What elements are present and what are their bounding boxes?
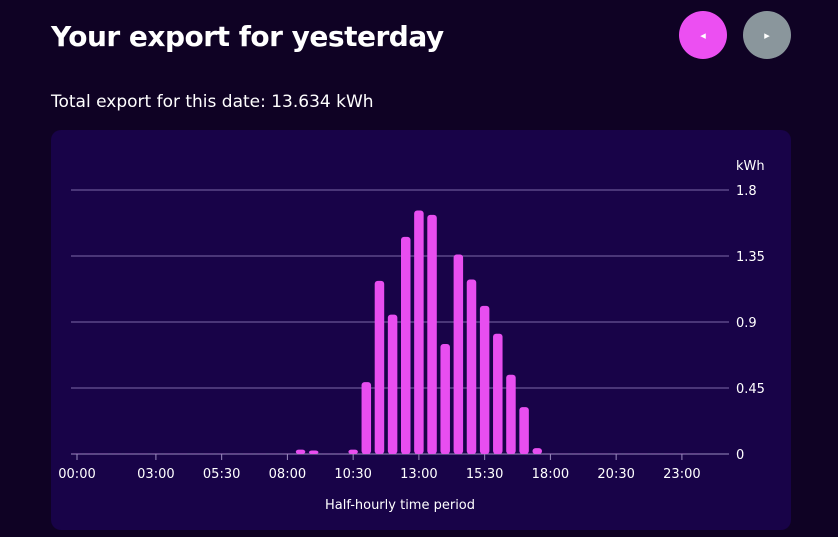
x-tick-label: 08:00 <box>269 467 306 482</box>
bar <box>466 279 477 454</box>
total-export-text: Total export for this date: 13.634 kWh <box>51 92 374 112</box>
y-axis-label: kWh <box>736 159 765 174</box>
bar <box>440 344 450 454</box>
bar <box>519 407 529 454</box>
bar <box>493 333 503 454</box>
x-tick-label: 03:00 <box>137 467 174 482</box>
x-tick-label: 15:30 <box>466 467 503 482</box>
x-tick-label: 05:30 <box>203 467 240 482</box>
triangle-left-icon: ◂ <box>700 29 706 42</box>
export-bar-chart: 0 0.45 0.9 1.35 1.8 kWh 00:00 03:00 05:30 08:00 10… <box>58 159 765 513</box>
y-tick-label: 1.8 <box>736 184 757 199</box>
x-tick-label: 13:00 <box>400 467 437 482</box>
triangle-right-icon: ▸ <box>764 29 770 42</box>
previous-day-button[interactable]: ◂ <box>679 11 727 59</box>
bar <box>387 314 398 454</box>
page-title: Your export for yesterday <box>51 20 444 53</box>
bar <box>401 236 411 454</box>
x-tick-label: 23:00 <box>663 467 700 482</box>
y-tick-label: 1.35 <box>736 250 765 265</box>
bar <box>506 374 516 454</box>
x-axis-label: Half-hourly time period <box>325 498 475 513</box>
bar <box>374 280 385 454</box>
bar <box>427 214 437 454</box>
bar <box>453 254 464 454</box>
bar <box>308 450 319 454</box>
y-tick-label: 0 <box>736 448 744 463</box>
x-tick-label: 20:30 <box>597 467 634 482</box>
bar <box>348 449 358 454</box>
x-tick-label: 10:30 <box>334 467 371 482</box>
bar <box>295 449 306 454</box>
bar <box>361 382 372 454</box>
bar <box>414 210 424 454</box>
y-tick-label: 0.45 <box>736 382 765 397</box>
y-tick-label: 0.9 <box>736 316 757 331</box>
chart-panel: 0 0.45 0.9 1.35 1.8 kWh 00:00 03:00 05:30 08:00 10… <box>51 130 791 530</box>
bar <box>479 305 490 454</box>
x-tick-label: 18:00 <box>532 467 569 482</box>
bar <box>532 448 542 454</box>
next-day-button[interactable]: ▸ <box>743 11 791 59</box>
x-tick-label: 00:00 <box>58 467 95 482</box>
